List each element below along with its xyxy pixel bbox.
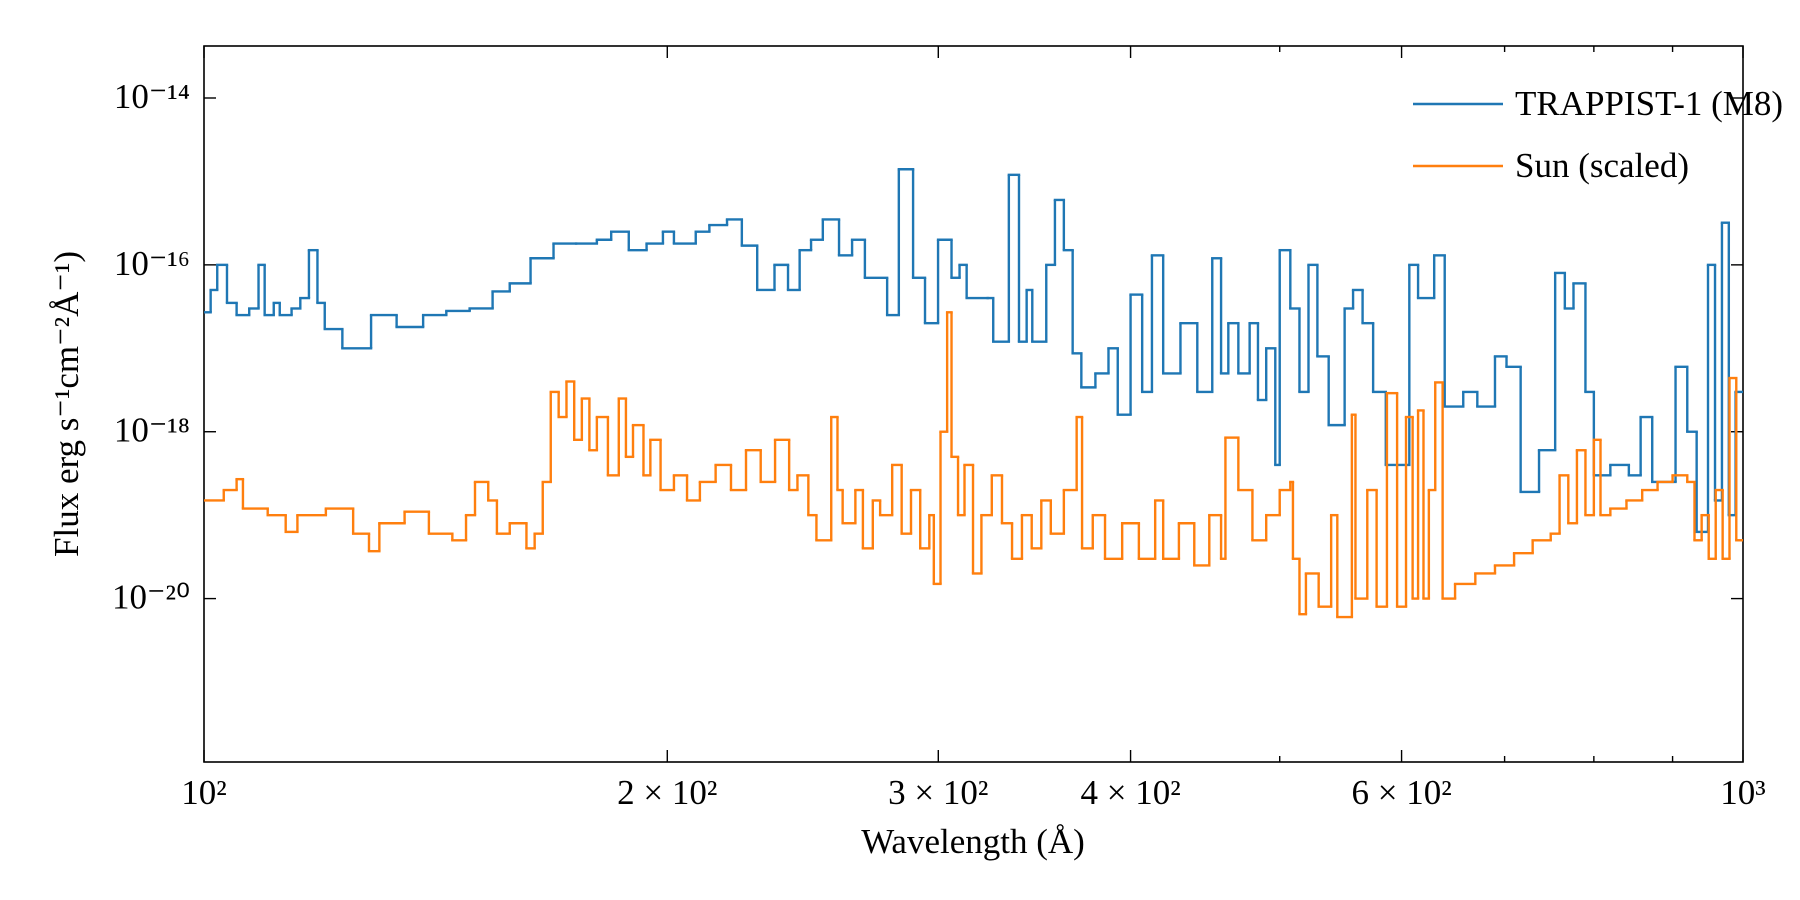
x-tick-label: 6 × 10²	[1351, 773, 1451, 812]
x-tick-label: 3 × 10²	[888, 773, 988, 812]
y-tick-label: 10⁻¹⁸	[114, 411, 190, 450]
y-tick-label: 10⁻¹⁴	[114, 77, 190, 116]
y-tick-label: 10⁻¹⁶	[114, 244, 190, 283]
x-axis-label: Wavelength (Å)	[861, 822, 1085, 861]
x-tick-label: 10²	[181, 773, 227, 812]
y-axis-label: Flux erg s⁻¹cm⁻²Å⁻¹)	[47, 251, 86, 557]
x-tick-label: 4 × 10²	[1080, 773, 1180, 812]
series-1	[204, 311, 1743, 619]
x-tick-label: 2 × 10²	[617, 773, 717, 812]
x-tick-label: 10³	[1720, 773, 1766, 812]
plot-frame	[203, 45, 1744, 763]
y-tick-label: 10⁻²⁰	[112, 578, 190, 617]
legend-label: Sun (scaled)	[1515, 146, 1689, 185]
step-riser	[222, 312, 1738, 618]
legend-label: TRAPPIST-1 (M8)	[1515, 84, 1783, 123]
